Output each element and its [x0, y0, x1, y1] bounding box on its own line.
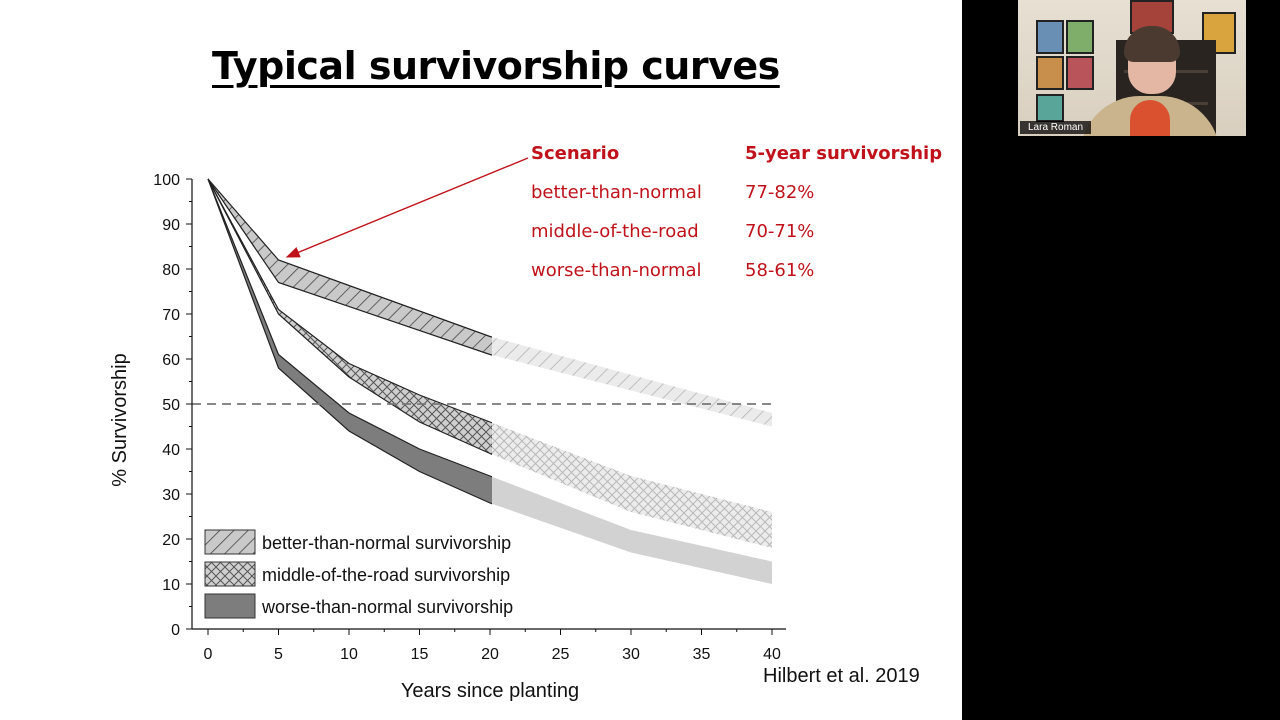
band-observed-better-than-normal: [208, 179, 492, 356]
band-lower-line: [207, 178, 492, 455]
x-tick-label: 0: [204, 646, 213, 663]
scenario-value: 70-71%: [745, 221, 815, 242]
x-tick-label: 15: [411, 646, 429, 663]
y-tick-label: 90: [162, 217, 180, 234]
band-upper-line: [207, 178, 492, 424]
y-axis-title: % Survivorship: [109, 353, 131, 486]
x-axis-title: Years since planting: [401, 680, 579, 702]
y-tick-label: 40: [162, 442, 180, 459]
band-observed-worse-than-normal: [208, 179, 492, 504]
scenario-value: 58-61%: [745, 260, 815, 281]
band-upper-line: [207, 178, 492, 478]
participant-video-tile[interactable]: Lara Roman: [1018, 0, 1246, 136]
scenario-name: middle-of-the-road: [531, 221, 699, 242]
x-tick-label: 30: [622, 646, 640, 663]
y-tick-label: 60: [162, 352, 180, 369]
y-tick-label: 20: [162, 532, 180, 549]
participant-name-label: Lara Roman: [1020, 121, 1092, 134]
scenario-name: worse-than-normal: [531, 260, 702, 281]
wall-art: [1036, 20, 1064, 54]
chart-axes: 0 10 20 30 40 50 60 70 80 90 100 0 5 10 15 20 25 30 35 40: [153, 172, 786, 663]
slide: Typical survivorship curves: [0, 0, 962, 720]
x-tick-label: 40: [763, 646, 781, 663]
y-tick-label: 80: [162, 262, 180, 279]
legend-label: worse-than-normal survivorship: [261, 597, 513, 617]
legend-label: middle-of-the-road survivorship: [262, 565, 510, 585]
annotation-arrow: [285, 157, 529, 258]
band-projected-worse-than-normal: [492, 476, 772, 584]
x-tick-label: 10: [340, 646, 358, 663]
band-projected-middle-of-the-road: [492, 422, 772, 548]
band-observed-middle-of-the-road: [208, 179, 492, 455]
band-projected-better-than-normal: [492, 337, 772, 427]
citation: Hilbert et al. 2019: [763, 665, 920, 687]
y-tick-label: 30: [162, 487, 180, 504]
band-lower-line: [207, 178, 492, 505]
x-tick-label: 5: [274, 646, 283, 663]
wall-art: [1036, 56, 1064, 90]
wall-art: [1036, 94, 1064, 122]
scenario-value: 77-82%: [745, 182, 815, 203]
wall-art: [1066, 56, 1094, 90]
band-lower-line: [207, 178, 492, 356]
slide-title: Typical survivorship curves: [212, 44, 780, 88]
participant-hair: [1124, 26, 1180, 62]
scenario-header: Scenario: [531, 143, 620, 164]
chart-legend: better-than-normal survivorship middle-of…: [204, 529, 513, 619]
participant-shirt: [1130, 100, 1170, 136]
legend-swatch: [204, 529, 256, 555]
x-tick-label: 25: [552, 646, 570, 663]
y-tick-label: 100: [153, 172, 180, 189]
legend-swatch: [204, 593, 256, 619]
band-upper-line: [207, 178, 492, 338]
x-tick-label: 35: [693, 646, 711, 663]
y-tick-label: 0: [171, 622, 180, 639]
y-tick-label: 10: [162, 577, 180, 594]
wall-art: [1066, 20, 1094, 54]
y-tick-label: 70: [162, 307, 180, 324]
survivorship-chart: 0 10 20 30 40 50 60 70 80 90 100 0 5 10 15 20 25 30 35 40 %…: [109, 157, 786, 702]
survivorship-bands: [207, 178, 772, 584]
legend-swatch: [204, 561, 256, 587]
survivorship-header: 5-year survivorship: [745, 143, 943, 164]
x-tick-label: 20: [481, 646, 499, 663]
y-tick-label: 50: [162, 397, 180, 414]
scenario-name: better-than-normal: [531, 182, 702, 203]
legend-label: better-than-normal survivorship: [262, 533, 511, 553]
